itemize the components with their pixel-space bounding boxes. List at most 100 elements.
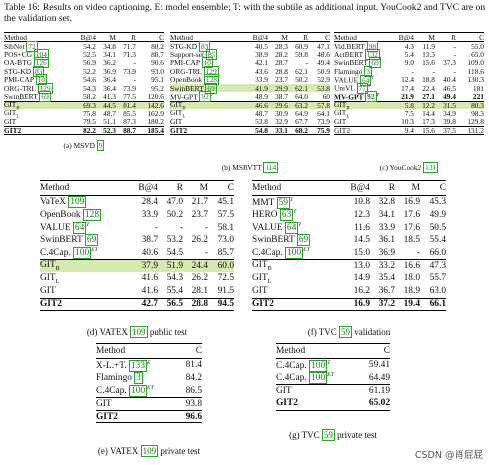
citation-ref[interactable]: 59 xyxy=(276,196,290,209)
metric-cell: 28.8 xyxy=(191,299,208,310)
citation-ref[interactable]: 104 xyxy=(33,49,49,61)
citation-ref[interactable]: 83 xyxy=(32,65,45,77)
citation-ref[interactable]: 69 xyxy=(205,82,217,94)
method-flag: T xyxy=(210,91,214,97)
youcook2-caption: (c) YouCook2 131 xyxy=(334,162,484,173)
tvc-validation-table: Method B@4 R M C MMT 59 T 10.8 32.8 16.9 45.3 HERO … xyxy=(252,180,446,312)
table-row: GITB 13.0 33.2 16.6 47.3 xyxy=(252,259,446,272)
citation-ref[interactable]: 63 xyxy=(279,209,294,222)
citation-ref[interactable]: 100 xyxy=(129,385,148,398)
method-name: SwinBERT xyxy=(170,83,204,93)
header-cell: Method xyxy=(96,346,126,356)
msrvtt-caption: (b) MSRVTT 114 xyxy=(170,162,330,173)
metric-cell: 33.9 xyxy=(378,222,395,233)
metric-cell: 36.4 xyxy=(103,75,116,85)
metric-cell: 59.8 xyxy=(295,50,308,60)
metric-cell: 64.0 xyxy=(295,92,308,102)
table-row: Support-set 85 38.9 28.2 59.8 48.6 xyxy=(170,49,330,61)
table-row: GITL 7.5 14.4 34.9 98.3 xyxy=(334,108,484,120)
metric-cell: 41.9 xyxy=(255,83,268,93)
citation-ref[interactable]: 133 xyxy=(128,359,148,372)
citation-ref[interactable]: 64 xyxy=(72,222,87,235)
method-name: GIT xyxy=(252,286,268,297)
citation-ref[interactable]: 69 xyxy=(39,91,51,103)
citation-ref[interactable]: 126 xyxy=(33,57,49,69)
watermark: CSDN @肖屁屁 xyxy=(414,450,483,461)
table-row: SwinBERT 69 14.5 36.1 18.5 55.4 xyxy=(252,234,446,247)
citation-ref[interactable]: 77 xyxy=(356,82,368,94)
metric-cell: 18.8 xyxy=(422,75,435,85)
table-row: GITL 48.7 30.9 64.9 64.1 xyxy=(170,107,330,119)
citation-ref[interactable]: 85 xyxy=(205,49,218,61)
method-flag: ET xyxy=(147,384,154,391)
metric-cell: 33.1 xyxy=(275,126,288,136)
method-cell: GIT2 xyxy=(40,299,132,309)
caption-ref[interactable]: 9 xyxy=(96,140,105,151)
citation-ref[interactable]: 92 xyxy=(199,91,211,103)
citation-ref[interactable]: 132 xyxy=(364,49,380,61)
citation-ref[interactable]: 69 xyxy=(84,234,99,247)
metric-cell: 42.1 xyxy=(255,58,268,68)
metric-cell: 82.2 xyxy=(83,126,96,136)
citation-ref[interactable]: 92 xyxy=(365,91,377,103)
metric-cell: 63.2 xyxy=(295,100,308,110)
citation-ref[interactable]: 10 xyxy=(35,74,47,86)
citation-ref[interactable]: 10 xyxy=(201,57,213,69)
citation-ref[interactable]: 100 xyxy=(73,247,92,260)
citation-ref[interactable]: 100 xyxy=(285,247,304,260)
citation-ref[interactable]: 128 xyxy=(203,74,219,86)
citation-ref[interactable]: 100 xyxy=(309,359,328,372)
citation-ref[interactable]: 129 xyxy=(37,82,53,94)
method-name: GIT xyxy=(4,117,17,127)
citation-ref[interactable]: 83 xyxy=(198,40,211,52)
caption-ref[interactable]: 109 xyxy=(140,445,159,457)
method-flag: T xyxy=(298,221,302,228)
caption-ref[interactable]: 114 xyxy=(263,162,279,173)
method-cell: GITL xyxy=(4,108,70,119)
citation-ref[interactable]: 129 xyxy=(203,65,219,77)
citation-ref[interactable]: 109 xyxy=(68,196,87,209)
citation-ref[interactable]: 100 xyxy=(309,372,328,385)
method-name: GIT xyxy=(170,107,183,117)
citation-ref[interactable]: 3 xyxy=(134,371,143,384)
citation-ref[interactable]: 64 xyxy=(359,74,372,86)
header-cell: R xyxy=(131,32,136,42)
metric-cell: 55.4 xyxy=(166,286,183,297)
method-cell: MMT 59 T xyxy=(252,197,344,209)
method-cell: SwinBERT 69 xyxy=(334,57,396,69)
table-row: SwinBERT 69 38.7 53.2 26.2 73.0 xyxy=(40,234,234,247)
metric-cell: 90.6 xyxy=(151,58,164,68)
citation-ref[interactable]: 69 xyxy=(296,234,311,247)
citation-ref[interactable]: 72 xyxy=(26,40,38,52)
method-cell: GIT xyxy=(40,286,132,296)
table-header-row: Method B@4 M R C xyxy=(170,33,330,42)
metric-cell: 72.5 xyxy=(217,273,234,284)
metric-cell: 56.5 xyxy=(166,299,183,310)
caption-ref[interactable]: 59 xyxy=(321,429,335,441)
metric-cell: 23.7 xyxy=(275,75,288,85)
metric-cell: 55.0 xyxy=(471,41,484,51)
citation-ref[interactable]: 64 xyxy=(284,222,299,235)
table-row: X-L.+T. 133 E 81.4 xyxy=(96,359,202,372)
method-name: GIT2 xyxy=(96,411,118,422)
citation-ref[interactable]: 98 xyxy=(366,40,379,52)
method-variant: L xyxy=(55,278,60,285)
method-variant: L xyxy=(346,114,350,120)
metric-cell: 48.6 xyxy=(317,50,330,60)
caption-ref[interactable]: 109 xyxy=(130,326,148,338)
method-name: GIT xyxy=(334,99,347,109)
method-cell: GITL xyxy=(252,273,344,285)
citation-ref[interactable]: 3 xyxy=(364,65,372,77)
table-header-row: Method B@4 M R C xyxy=(334,33,484,42)
caption-ref[interactable]: 59 xyxy=(339,326,353,338)
citation-ref[interactable]: 69 xyxy=(369,57,381,69)
metric-cell: 38.7 xyxy=(275,92,288,102)
table-row: STG-KD 83 40.5 28.3 60.9 47.1 xyxy=(170,40,330,52)
method-name: POS+CG xyxy=(4,50,32,60)
metric-cell: 162.9 xyxy=(147,108,164,118)
metric-cell: 36.1 xyxy=(378,235,395,246)
caption-ref[interactable]: 131 xyxy=(423,162,439,173)
metric-cell: 21.9 xyxy=(401,92,414,102)
header-cell: R xyxy=(451,32,456,42)
citation-ref[interactable]: 128 xyxy=(82,208,102,221)
